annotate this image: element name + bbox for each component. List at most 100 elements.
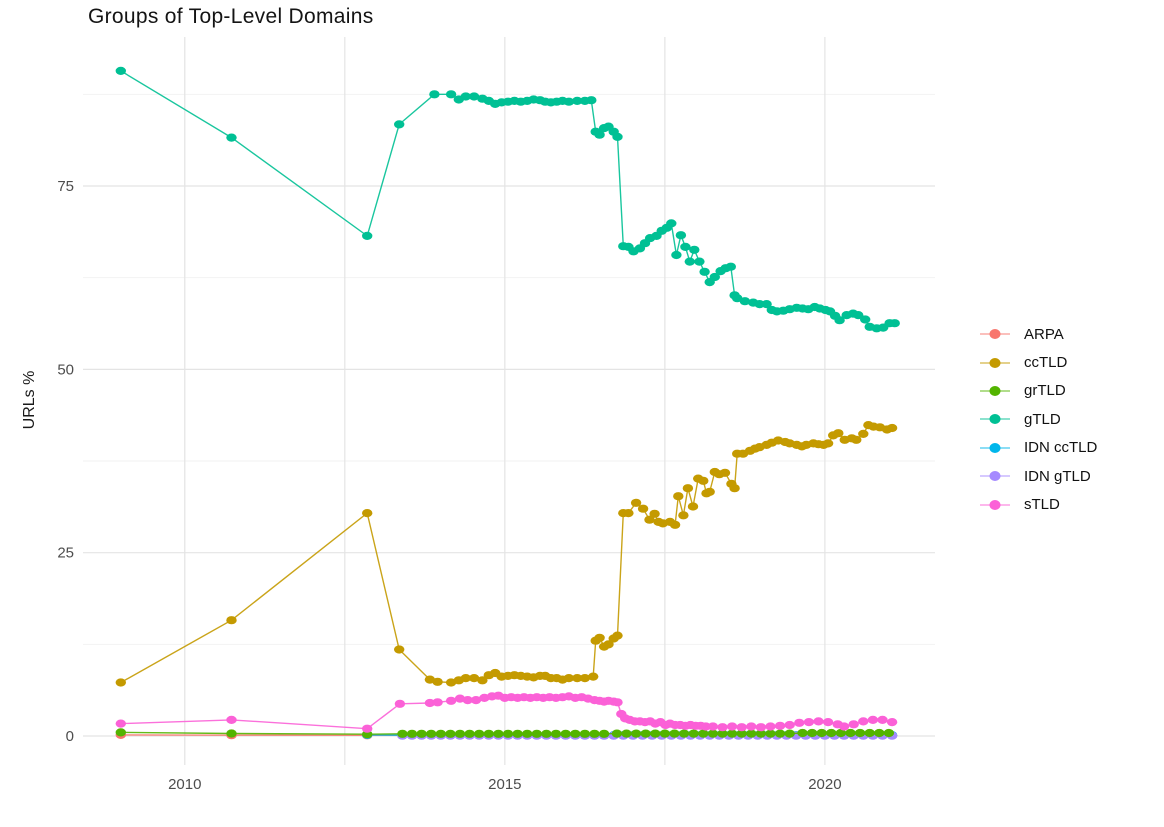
data-point-grTLD bbox=[845, 728, 856, 738]
legend-item-IDN-gTLD: IDN gTLD bbox=[978, 462, 1097, 490]
data-point-gTLD bbox=[860, 315, 871, 324]
data-point-grTLD bbox=[493, 729, 504, 738]
data-point-grTLD bbox=[611, 729, 623, 738]
data-point-gTLD bbox=[612, 132, 623, 141]
data-point-grTLD bbox=[630, 729, 642, 738]
data-point-grTLD bbox=[550, 729, 562, 738]
data-point-sTLD bbox=[803, 718, 815, 727]
y-tick-label: 0 bbox=[66, 728, 74, 745]
data-point-sTLD bbox=[774, 721, 786, 730]
data-point-grTLD bbox=[746, 729, 757, 738]
data-point-gTLD bbox=[671, 250, 682, 260]
legend-key-icon bbox=[980, 329, 1010, 340]
data-point-grTLD bbox=[416, 729, 427, 738]
data-point-ccTLD bbox=[682, 484, 694, 493]
data-point-sTLD bbox=[226, 715, 237, 725]
legend-label: sTLD bbox=[1024, 496, 1060, 514]
data-point-sTLD bbox=[462, 696, 473, 705]
data-point-grTLD bbox=[650, 729, 661, 738]
data-point-gTLD bbox=[699, 267, 710, 276]
data-point-gTLD bbox=[362, 231, 373, 240]
data-point-gTLD bbox=[739, 297, 751, 306]
data-point-ccTLD bbox=[630, 498, 642, 507]
data-point-grTLD bbox=[435, 729, 446, 738]
legend-label: IDN gTLD bbox=[1024, 467, 1091, 485]
data-point-grTLD bbox=[474, 729, 485, 738]
data-point-gTLD bbox=[563, 97, 575, 106]
legend-item-ccTLD: ccTLD bbox=[978, 348, 1097, 376]
data-point-grTLD bbox=[640, 729, 651, 738]
data-point-sTLD bbox=[886, 718, 898, 727]
data-point-gTLD bbox=[680, 242, 691, 251]
data-point-grTLD bbox=[774, 729, 786, 738]
data-point-ccTLD bbox=[579, 674, 591, 683]
data-point-grTLD bbox=[765, 729, 776, 738]
data-point-sTLD bbox=[362, 724, 373, 733]
data-point-ccTLD bbox=[394, 645, 405, 654]
data-point-sTLD bbox=[838, 722, 850, 731]
data-point-grTLD bbox=[570, 729, 581, 738]
data-point-ccTLD bbox=[468, 674, 480, 683]
data-point-gTLD bbox=[394, 120, 405, 129]
data-point-grTLD bbox=[883, 728, 895, 738]
data-point-sTLD bbox=[848, 720, 859, 729]
data-point-ccTLD bbox=[649, 509, 660, 518]
data-point-gTLD bbox=[709, 272, 720, 282]
x-tick-label: 2010 bbox=[168, 776, 201, 793]
data-point-grTLD bbox=[864, 728, 875, 738]
data-point-gTLD bbox=[572, 96, 583, 105]
data-point-sTLD bbox=[424, 698, 436, 708]
data-point-ccTLD bbox=[673, 492, 684, 501]
legend-label: ARPA bbox=[1024, 325, 1064, 343]
legend-item-grTLD: grTLD bbox=[978, 377, 1097, 405]
data-point-grTLD bbox=[854, 728, 866, 738]
data-point-sTLD bbox=[765, 722, 776, 731]
y-tick-label: 50 bbox=[57, 361, 74, 378]
data-point-sTLD bbox=[813, 717, 824, 726]
data-point-ccTLD bbox=[226, 616, 237, 625]
data-point-ccTLD bbox=[729, 484, 740, 493]
data-point-ccTLD bbox=[477, 676, 488, 685]
data-point-ccTLD bbox=[644, 515, 655, 524]
data-point-sTLD bbox=[784, 720, 795, 730]
legend-item-sTLD: sTLD bbox=[978, 490, 1097, 518]
data-point-ccTLD bbox=[603, 640, 614, 649]
data-point-grTLD bbox=[755, 729, 767, 738]
data-point-grTLD bbox=[726, 729, 738, 738]
data-point-gTLD bbox=[675, 231, 687, 240]
data-point-ccTLD bbox=[612, 631, 623, 640]
data-point-ccTLD bbox=[719, 468, 731, 477]
legend-key-icon bbox=[980, 471, 1010, 482]
data-point-sTLD bbox=[736, 723, 747, 732]
data-point-gTLD bbox=[115, 66, 127, 75]
data-point-ccTLD bbox=[822, 439, 834, 448]
data-point-gTLD bbox=[460, 92, 471, 101]
data-point-ccTLD bbox=[572, 674, 583, 683]
data-point-gTLD bbox=[732, 294, 743, 303]
data-point-sTLD bbox=[877, 715, 888, 725]
data-point-grTLD bbox=[806, 728, 818, 738]
data-point-sTLD bbox=[794, 718, 805, 727]
data-point-ccTLD bbox=[669, 520, 681, 529]
data-point-ccTLD bbox=[588, 672, 599, 681]
data-point-grTLD bbox=[717, 729, 728, 738]
data-point-ccTLD bbox=[594, 633, 605, 642]
data-point-grTLD bbox=[512, 729, 523, 738]
data-point-gTLD bbox=[725, 262, 736, 271]
legend-item-IDN-ccTLD: IDN ccTLD bbox=[978, 434, 1097, 462]
data-point-sTLD bbox=[746, 722, 757, 731]
legend-item-gTLD: gTLD bbox=[978, 405, 1097, 433]
data-point-grTLD bbox=[688, 729, 699, 738]
legend: ARPA ccTLD grTLD gTLD IDN ccTLD IDN gTLD sTLD bbox=[978, 320, 1097, 519]
data-point-grTLD bbox=[226, 729, 237, 738]
legend-label: gTLD bbox=[1024, 410, 1061, 428]
y-tick-label: 25 bbox=[57, 545, 74, 562]
data-point-ccTLD bbox=[563, 674, 575, 683]
data-point-ccTLD bbox=[851, 435, 862, 444]
data-point-sTLD bbox=[858, 717, 869, 726]
data-point-ccTLD bbox=[687, 502, 699, 511]
data-point-grTLD bbox=[784, 729, 795, 738]
data-point-sTLD bbox=[432, 698, 443, 707]
data-point-gTLD bbox=[594, 130, 605, 139]
